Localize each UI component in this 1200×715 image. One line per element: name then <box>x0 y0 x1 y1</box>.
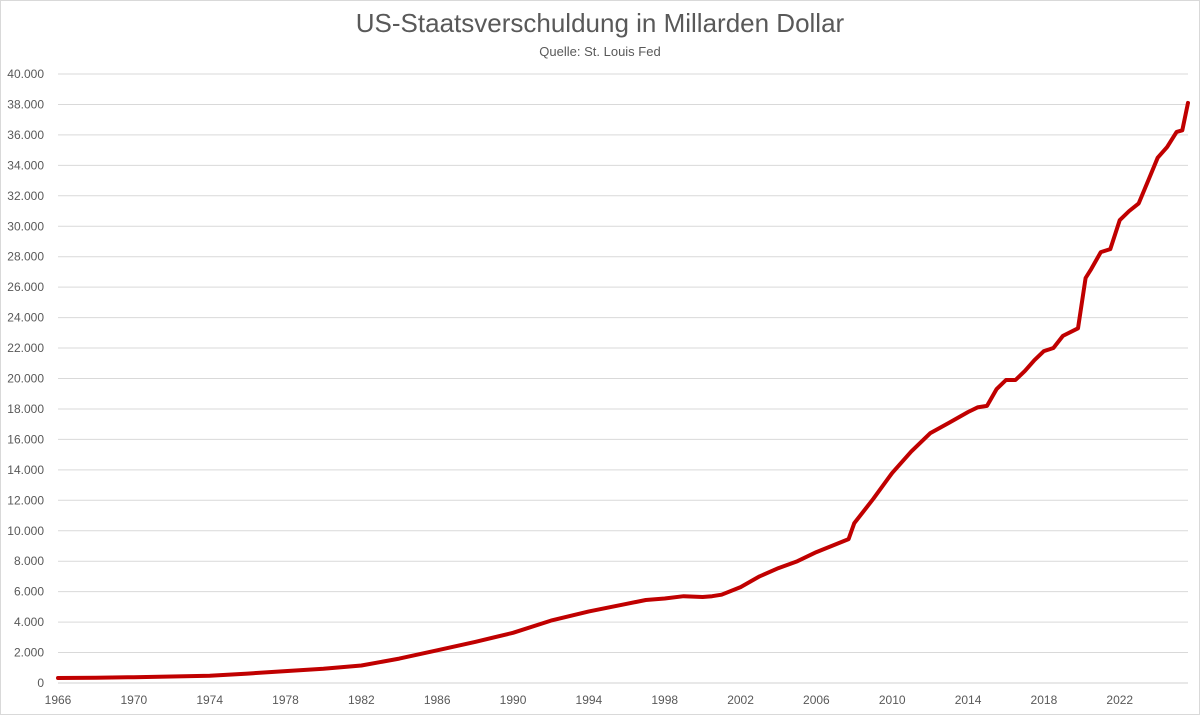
x-tick-label: 1986 <box>424 693 451 707</box>
y-tick-label: 0 <box>37 676 44 690</box>
x-tick-label: 2014 <box>955 693 982 707</box>
y-tick-label: 16.000 <box>7 432 44 446</box>
y-axis-labels: 0 2.000 4.000 6.000 8.000 10.000 12.000 14.000 1… <box>7 67 44 690</box>
x-tick-label: 1998 <box>651 693 678 707</box>
y-tick-label: 34.000 <box>7 158 44 172</box>
y-tick-label: 26.000 <box>7 280 44 294</box>
y-tick-label: 36.000 <box>7 128 44 142</box>
y-tick-label: 14.000 <box>7 463 44 477</box>
x-tick-label: 2010 <box>879 693 906 707</box>
x-tick-label: 2018 <box>1031 693 1058 707</box>
chart-subtitle: Quelle: St. Louis Fed <box>539 44 661 59</box>
y-tick-label: 22.000 <box>7 341 44 355</box>
x-axis-labels: 1966 1970 1974 1978 1982 1986 1990 1994 1998 2002… <box>45 693 1134 707</box>
y-tick-label: 32.000 <box>7 189 44 203</box>
x-tick-label: 1974 <box>196 693 223 707</box>
x-tick-label: 1982 <box>348 693 375 707</box>
x-tick-label: 2022 <box>1106 693 1133 707</box>
y-tick-label: 4.000 <box>14 615 44 629</box>
x-tick-label: 1994 <box>576 693 603 707</box>
y-tick-label: 6.000 <box>14 585 44 599</box>
debt-series-line <box>56 100 1190 680</box>
y-tick-label: 20.000 <box>7 372 44 386</box>
y-tick-label: 24.000 <box>7 311 44 325</box>
x-tick-label: 1966 <box>45 693 72 707</box>
y-tick-label: 40.000 <box>7 67 44 81</box>
y-tick-label: 10.000 <box>7 524 44 538</box>
y-tick-label: 12.000 <box>7 493 44 507</box>
y-tick-label: 38.000 <box>7 97 44 111</box>
y-tick-label: 18.000 <box>7 402 44 416</box>
x-tick-label: 1990 <box>500 693 527 707</box>
chart-title: US-Staatsverschuldung in Millarden Dolla… <box>355 8 845 38</box>
gridlines <box>58 73 1188 684</box>
x-tick-label: 2002 <box>727 693 754 707</box>
y-tick-label: 28.000 <box>7 250 44 264</box>
y-tick-label: 2.000 <box>14 646 44 660</box>
y-tick-label: 8.000 <box>14 554 44 568</box>
y-tick-label: 30.000 <box>7 219 44 233</box>
x-tick-label: 1978 <box>272 693 299 707</box>
x-tick-label: 2006 <box>803 693 830 707</box>
x-tick-label: 1970 <box>120 693 147 707</box>
